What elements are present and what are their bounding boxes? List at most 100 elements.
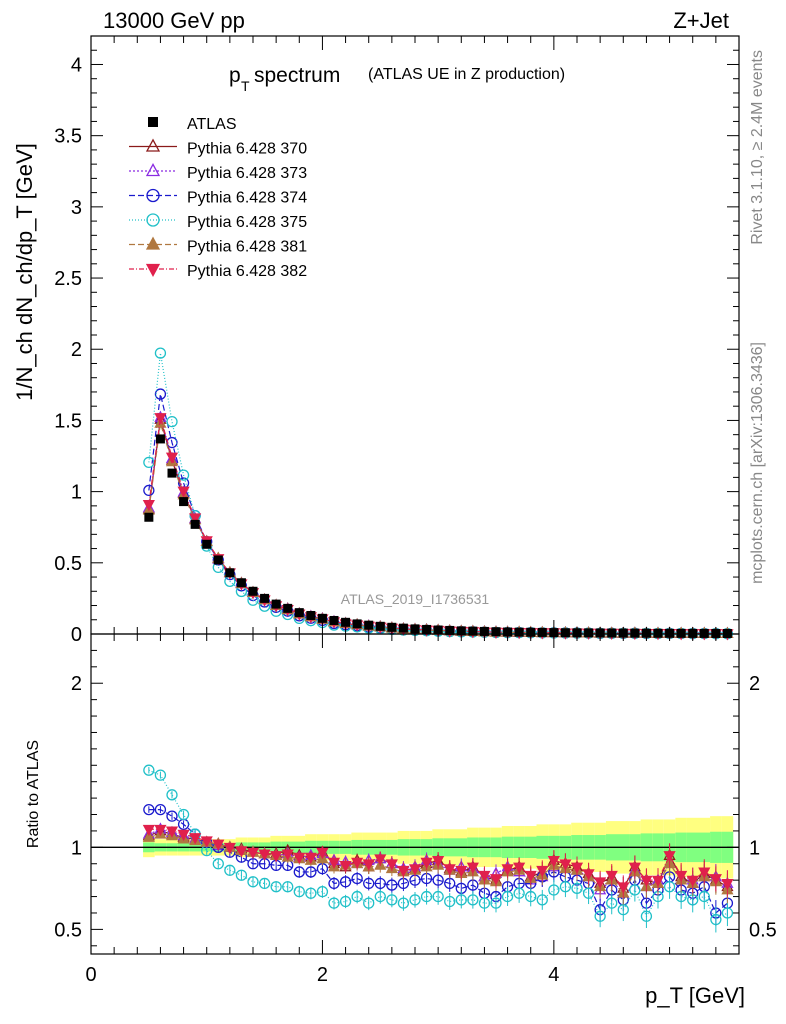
mcplots-label: mcplots.cern.ch [arXiv:1306.3436] [749, 342, 766, 584]
ratio-point [548, 884, 560, 896]
ratio-point [443, 864, 456, 876]
ratio-point [478, 870, 491, 883]
ratio-point [617, 904, 629, 916]
main-y-axis: 0 0.5 1 1.5 2 2.5 3 3.5 4 [54, 35, 739, 646]
ratio-point [258, 877, 271, 890]
ratio-point [142, 830, 155, 842]
data-point [422, 624, 432, 634]
ratio-point [246, 847, 260, 860]
data-point [306, 610, 316, 620]
ratio-point [582, 887, 595, 899]
ratio-y-label: Ratio to ATLAS [25, 740, 42, 848]
ratio-point [189, 833, 202, 845]
series-point [189, 513, 202, 525]
data-point [167, 468, 177, 478]
series-point [165, 452, 179, 464]
legend-marker [145, 163, 161, 177]
data-point [144, 512, 154, 522]
ratio-point [582, 869, 595, 881]
ratio-point [282, 881, 294, 893]
ratio-point [374, 877, 386, 890]
legend-label: Pythia 6.428 381 [187, 239, 307, 256]
legend-label-atlas: ATLAS [187, 116, 237, 133]
ratio-point [339, 876, 352, 888]
data-point [271, 599, 281, 609]
data-point [294, 608, 304, 618]
data-point [283, 603, 293, 613]
ratio-point [478, 897, 491, 909]
y-tick-label: 0.5 [54, 553, 82, 575]
ratio-panel: 0.5 0.5 1 1 2 2 0 2 4 Ratio to ATLAS [25, 633, 777, 986]
y-tick-label: 2 [71, 339, 82, 361]
ratio-point [235, 846, 248, 858]
ratio-point [432, 856, 445, 868]
ratio-point [686, 875, 699, 888]
ratio-point [640, 910, 653, 922]
ratio-point [466, 862, 479, 874]
ratio-point [270, 881, 282, 893]
ratio-point [640, 875, 653, 888]
ratio-point [594, 877, 607, 889]
ratio-point [327, 857, 341, 869]
ratio-point [200, 836, 213, 848]
data-point [352, 619, 362, 629]
series-point [177, 486, 190, 498]
ratio-point [397, 865, 410, 878]
ratio-point [166, 810, 178, 822]
ratio-point [374, 890, 386, 903]
ratio-point [524, 870, 537, 883]
data-point [155, 434, 165, 444]
series-point [177, 469, 190, 481]
ratio-y-tick-label-right: 2 [749, 673, 760, 695]
ratio-point [362, 859, 375, 871]
data-point [341, 617, 351, 627]
data-point [398, 623, 408, 633]
data-point [676, 628, 686, 638]
ratio-point [629, 884, 641, 896]
data-point [329, 615, 339, 625]
legend: ATLAS Pythia 6.428 370 Pythia 6.428 373 Pyt… [129, 116, 307, 280]
ratio-point [386, 894, 398, 906]
ratio-point [721, 907, 734, 919]
ratio-y-tick-label: 1 [71, 837, 82, 859]
legend-label: Pythia 6.428 370 [187, 141, 307, 158]
ratio-point [420, 857, 433, 869]
x-tick-label: 2 [317, 964, 328, 986]
data-point [213, 555, 223, 565]
ratio-point [293, 852, 306, 865]
ratio-point [212, 839, 225, 851]
ratio-point [536, 865, 549, 878]
y-tick-label: 3 [71, 197, 82, 219]
process-label: Z+Jet [673, 8, 729, 33]
ratio-point [385, 859, 398, 871]
legend-label: Pythia 6.428 375 [187, 214, 307, 231]
x-axis-label: p_T [GeV] [645, 983, 745, 1008]
data-point [190, 519, 200, 529]
legend-label: Pythia 6.428 373 [187, 165, 307, 182]
ratio-point [339, 895, 352, 908]
data-point [225, 568, 235, 578]
ratio-series-pythia-6428-382 [142, 824, 734, 899]
ratio-point [177, 808, 190, 821]
ratio-point [594, 910, 606, 922]
ratio-point [339, 860, 352, 873]
ratio-point [328, 877, 340, 890]
legend-label: Pythia 6.428 374 [187, 190, 307, 207]
ratio-point [328, 897, 340, 909]
data-point [537, 627, 547, 637]
ratio-point [525, 890, 537, 903]
data-point [584, 628, 594, 638]
data-point [560, 628, 570, 638]
ratio-point [166, 789, 178, 801]
ratio-point [293, 866, 305, 878]
ratio-point [223, 842, 236, 855]
x-tick-label: 4 [548, 964, 559, 986]
analysis-id: ATLAS_2019_I1736531 [341, 591, 490, 607]
ratio-point [698, 867, 711, 879]
ratio-point [281, 849, 294, 861]
y-axis-label: 1/N_ch dN_ch/dp_T [GeV] [12, 143, 37, 401]
ratio-point [455, 894, 467, 906]
chart-title: p T spectrum (ATLAS UE in Z production) [229, 64, 565, 94]
ratio-point [651, 875, 665, 888]
